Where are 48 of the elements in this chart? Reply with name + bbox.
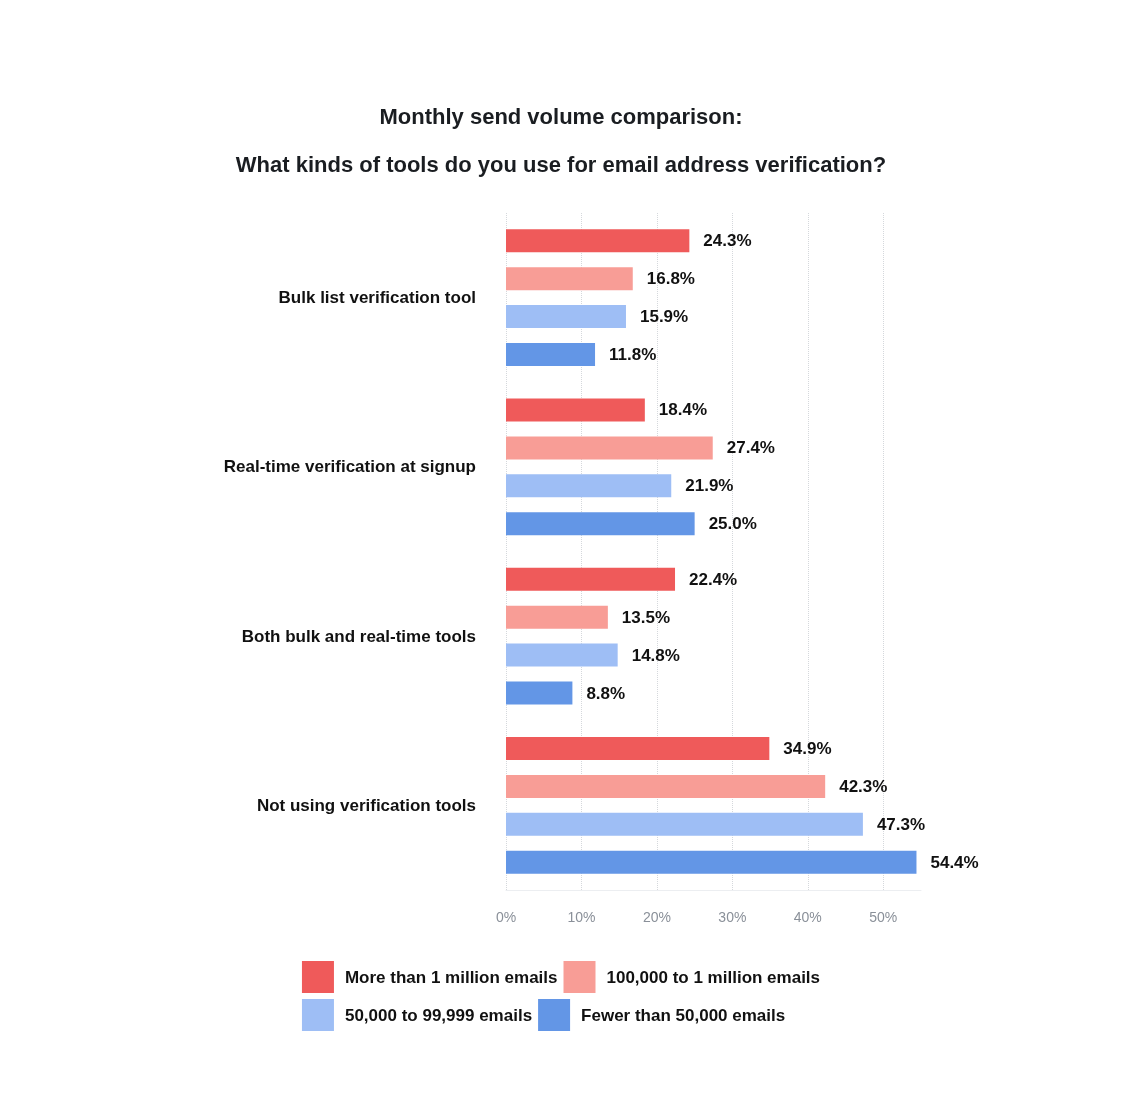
legend-label: 100,000 to 1 million emails (606, 967, 821, 987)
bar (506, 343, 596, 367)
bar (506, 736, 770, 760)
data-label: 22.4% (689, 569, 738, 589)
x-tick-label: 0% (495, 909, 517, 925)
x-tick-label: 10% (567, 909, 596, 925)
chart-subtitle: What kinds of tools do you use for email address verification? (235, 151, 887, 177)
bar (506, 436, 713, 460)
bar (506, 474, 672, 498)
bar (506, 812, 863, 836)
data-label: 47.3% (876, 814, 926, 834)
legend-label: More than 1 million emails (344, 967, 558, 987)
bar (506, 567, 676, 591)
data-label: 27.4% (726, 438, 775, 458)
data-label: 54.4% (930, 852, 979, 872)
bar (506, 774, 826, 798)
data-label: 13.5% (621, 607, 671, 627)
data-label: 14.8% (631, 645, 680, 665)
data-label: 18.4% (658, 400, 708, 420)
data-label: 25.0% (708, 514, 757, 534)
data-label: 24.3% (703, 231, 752, 251)
y-tick-label: Both bulk and real-time tools (241, 626, 476, 646)
bar (506, 850, 917, 874)
data-label: 34.9% (783, 738, 832, 758)
x-tick-label: 30% (718, 909, 747, 925)
data-label: 42.3% (839, 776, 888, 796)
bar (506, 229, 690, 253)
data-label: 8.8% (586, 683, 626, 703)
x-tick-label: 20% (642, 909, 671, 925)
bar (506, 512, 695, 536)
data-label: 11.8% (609, 345, 657, 365)
x-tick-label: 50% (869, 909, 898, 925)
legend-label: 50,000 to 99,999 emails (344, 1005, 533, 1025)
bar (506, 605, 608, 629)
data-label: 21.9% (685, 476, 734, 496)
bar (506, 305, 626, 329)
data-label: 16.8% (646, 269, 695, 289)
bar (506, 681, 573, 705)
bar (506, 643, 618, 667)
bar (506, 398, 645, 422)
chart-title: Monthly send volume comparison: (379, 103, 743, 129)
bar (506, 267, 633, 291)
y-tick-label: Not using verification tools (256, 795, 476, 815)
x-tick-label: 40% (793, 909, 822, 925)
y-tick-label: Bulk list verification tool (278, 288, 476, 308)
data-label: 15.9% (639, 307, 689, 327)
legend-label: Fewer than 50,000 emails (581, 1005, 786, 1025)
y-tick-label: Real-time verification at signup (223, 457, 476, 477)
